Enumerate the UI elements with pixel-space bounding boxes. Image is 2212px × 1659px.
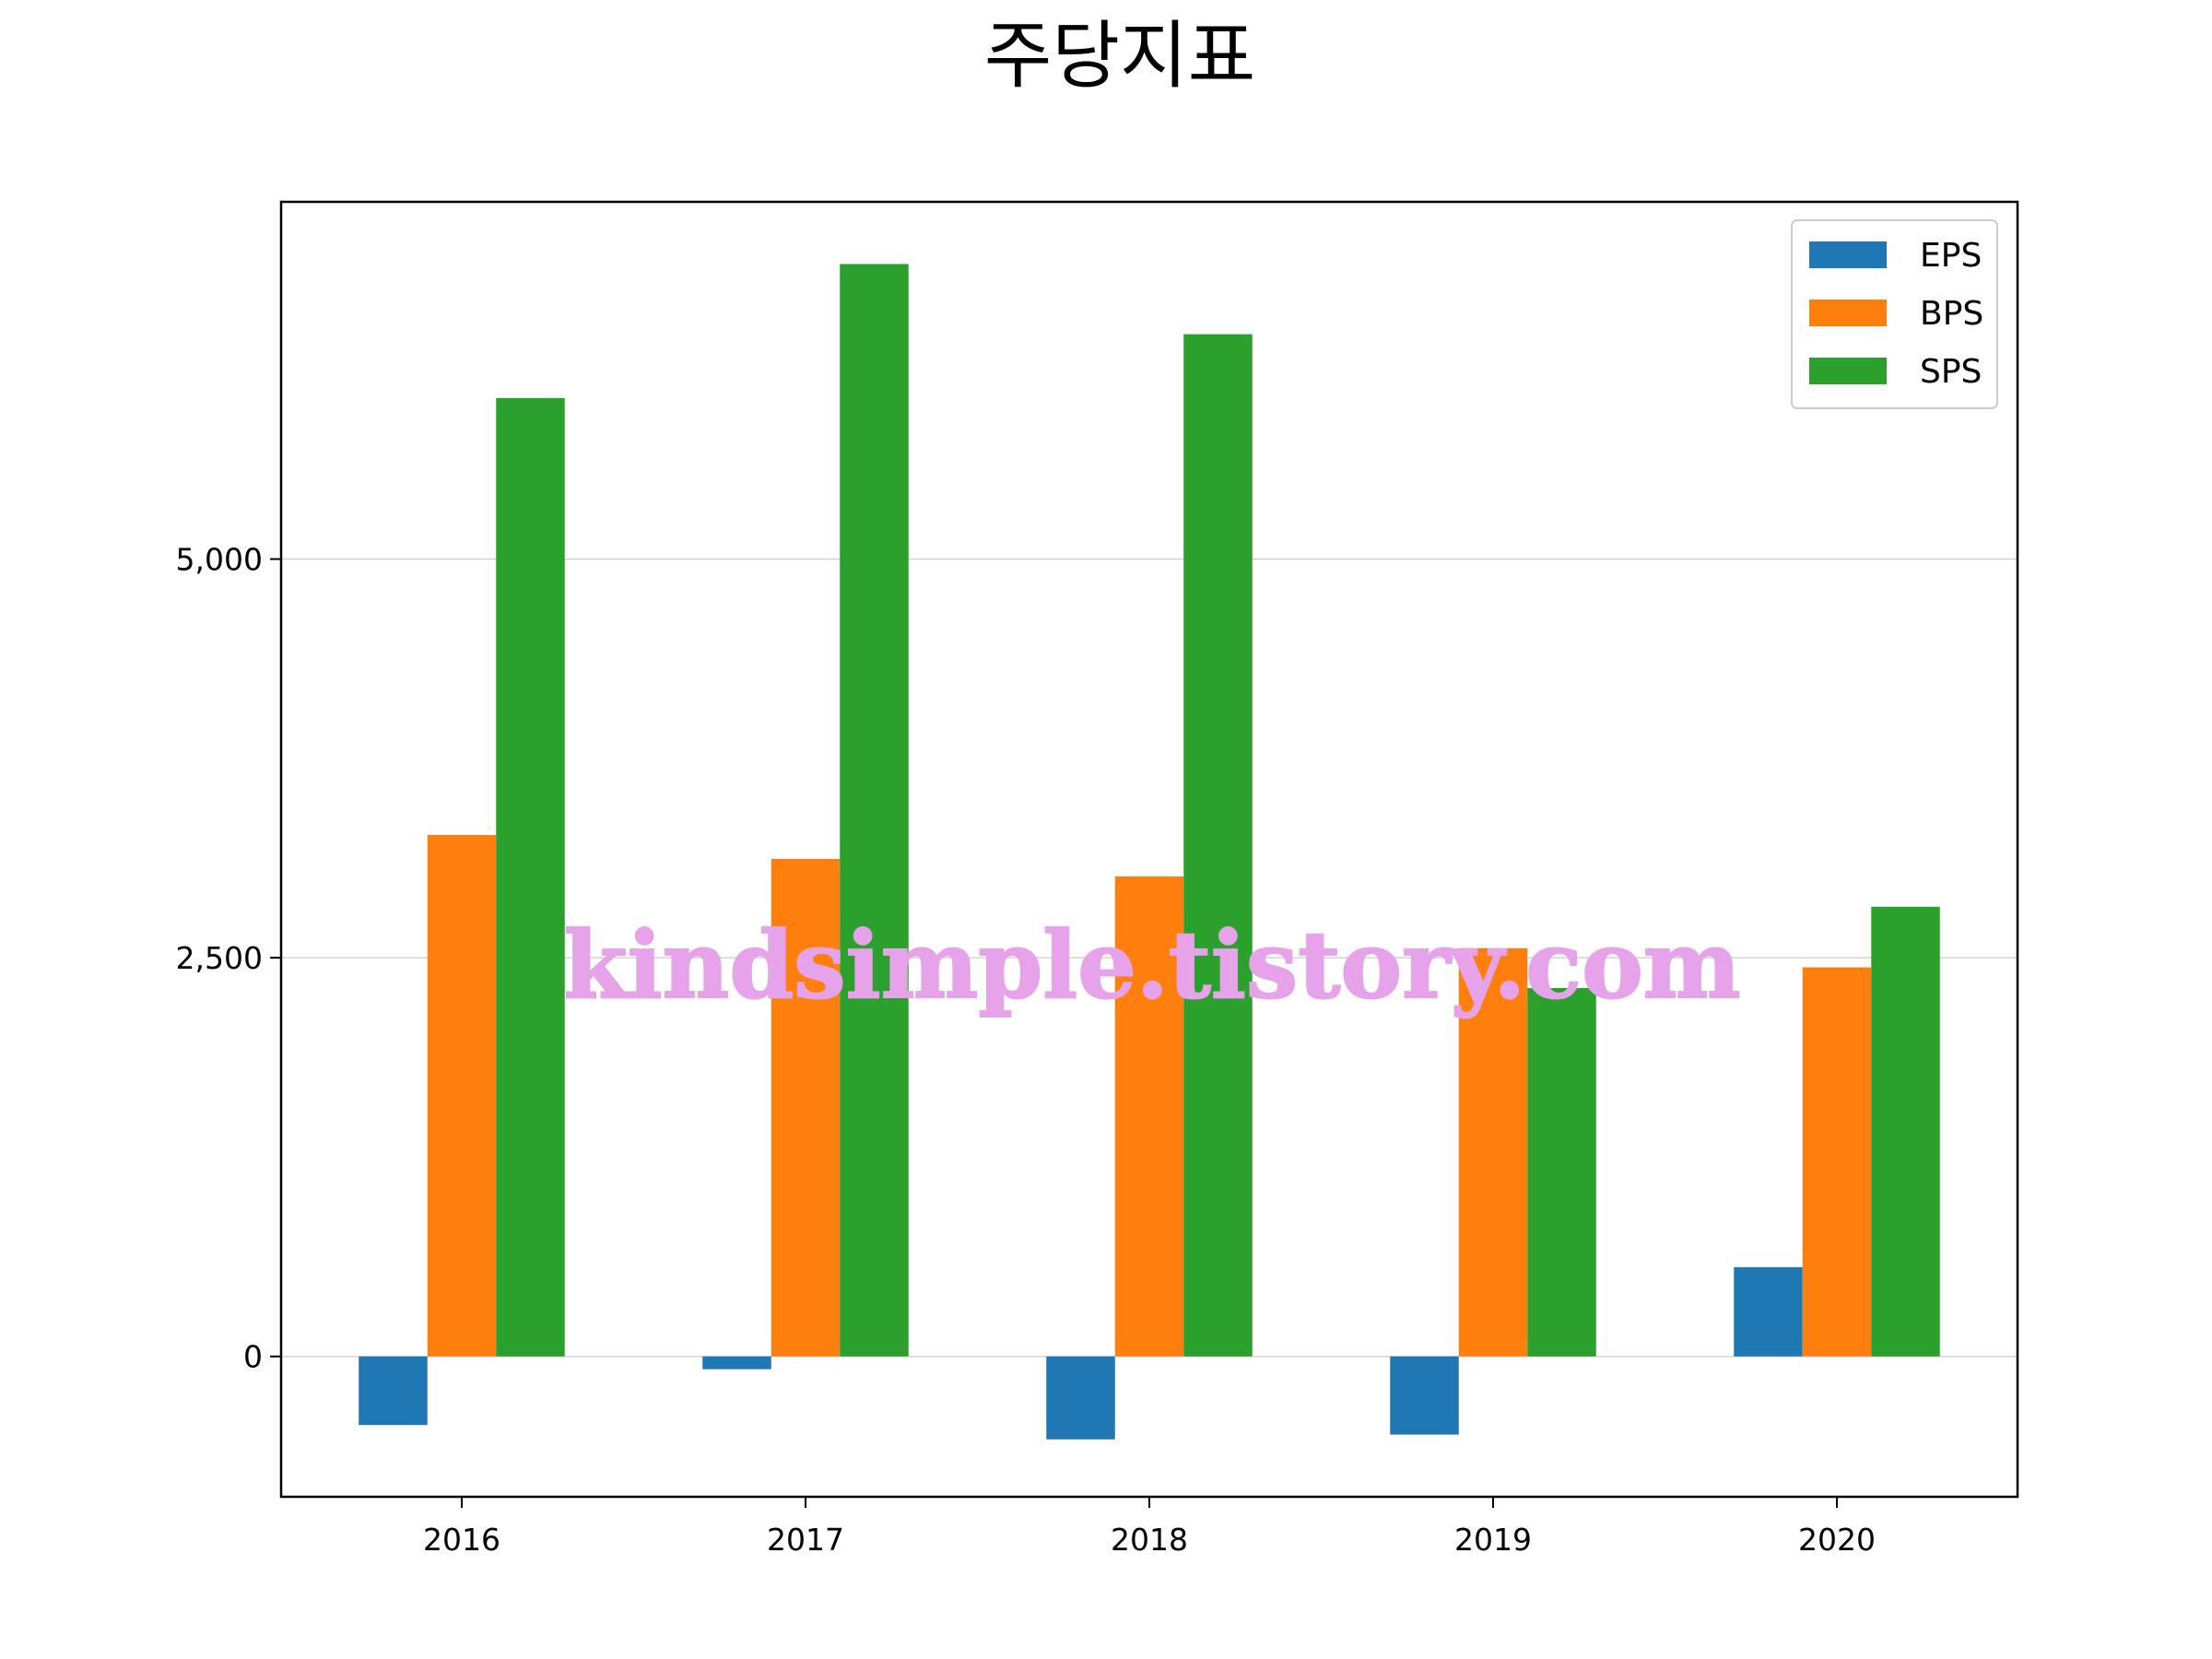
bar-bps-2016 — [427, 834, 497, 1357]
legend-swatch-sps — [1809, 358, 1887, 384]
legend-label-eps: EPS — [1920, 237, 1982, 275]
bar-sps-2020 — [1871, 906, 1940, 1357]
bar-bps-2018 — [1114, 876, 1184, 1357]
bar-eps-2017 — [702, 1356, 771, 1370]
x-axis: 2016 2017 2018 2019 2020 — [423, 1497, 1876, 1558]
bar-sps-2017 — [840, 264, 909, 1357]
y-tick-label: 0 — [243, 1339, 263, 1375]
legend-swatch-bps — [1809, 300, 1887, 326]
bars — [359, 264, 1940, 1440]
legend-swatch-eps — [1809, 241, 1887, 268]
x-tick-label: 2016 — [423, 1522, 500, 1558]
x-tick-label: 2019 — [1454, 1522, 1532, 1558]
bar-eps-2018 — [1046, 1356, 1115, 1440]
x-tick-label: 2017 — [767, 1522, 844, 1558]
y-tick-label: 5,000 — [176, 542, 263, 578]
bar-sps-2018 — [1183, 334, 1253, 1357]
bar-bps-2020 — [1802, 967, 1872, 1357]
bar-eps-2019 — [1390, 1356, 1459, 1435]
bar-eps-2016 — [359, 1356, 428, 1426]
y-tick-label: 2,500 — [176, 940, 263, 976]
bar-sps-2016 — [496, 397, 565, 1357]
x-tick-label: 2018 — [1111, 1522, 1188, 1558]
y-axis: 0 2,500 5,000 — [176, 542, 281, 1375]
chart-title: 주당지표 — [984, 13, 1255, 99]
legend-label-bps: BPS — [1920, 295, 1983, 333]
legend-label-sps: SPS — [1920, 353, 1982, 391]
x-tick-label: 2020 — [1798, 1522, 1876, 1558]
bar-eps-2020 — [1734, 1266, 1803, 1357]
watermark-text: kindsimple.tistory.com — [563, 911, 1740, 1019]
bar-sps-2019 — [1527, 988, 1596, 1357]
bar-bps-2019 — [1458, 947, 1528, 1357]
legend: EPS BPS SPS — [1791, 219, 1998, 409]
bar-bps-2017 — [771, 858, 841, 1357]
